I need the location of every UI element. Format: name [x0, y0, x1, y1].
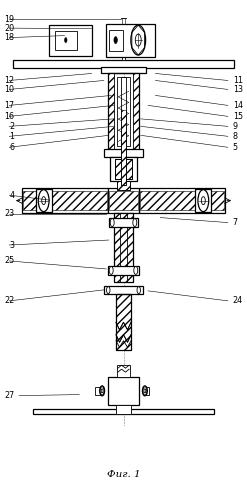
Bar	[145, 387, 149, 395]
Text: 8: 8	[233, 132, 238, 141]
Circle shape	[42, 196, 46, 204]
Bar	[122, 18, 125, 27]
Bar	[109, 218, 138, 227]
Bar	[110, 158, 137, 181]
Bar	[140, 188, 226, 213]
Bar	[115, 160, 132, 179]
Bar	[22, 191, 106, 210]
Text: 5: 5	[233, 143, 238, 152]
Bar	[120, 213, 127, 282]
Text: 27: 27	[4, 391, 14, 400]
Bar	[55, 30, 77, 50]
Text: 25: 25	[4, 256, 14, 266]
Circle shape	[135, 34, 141, 46]
Bar	[141, 191, 225, 210]
Text: 4: 4	[9, 190, 14, 200]
Bar	[104, 286, 143, 294]
Bar	[95, 387, 100, 395]
Text: 9: 9	[233, 122, 238, 131]
Bar	[21, 188, 107, 213]
Circle shape	[198, 190, 209, 212]
Bar	[117, 181, 130, 190]
Text: 23: 23	[4, 209, 14, 218]
Bar	[117, 181, 130, 190]
Circle shape	[131, 25, 145, 55]
Bar	[49, 24, 92, 56]
Bar	[195, 189, 211, 212]
Bar	[122, 40, 125, 60]
Bar	[114, 213, 133, 282]
Circle shape	[109, 266, 113, 274]
Circle shape	[201, 196, 205, 204]
Circle shape	[64, 38, 67, 43]
Circle shape	[101, 389, 103, 393]
Text: 13: 13	[233, 85, 243, 94]
Bar	[107, 74, 140, 150]
Text: 18: 18	[4, 33, 14, 42]
Circle shape	[110, 218, 114, 226]
Circle shape	[134, 266, 138, 274]
Text: 7: 7	[233, 218, 238, 227]
Circle shape	[38, 190, 49, 212]
Text: 3: 3	[9, 240, 14, 250]
Circle shape	[100, 386, 104, 396]
Bar	[109, 30, 123, 50]
Bar	[36, 189, 52, 212]
Circle shape	[143, 386, 147, 396]
Bar	[104, 150, 143, 158]
Text: 1: 1	[9, 132, 14, 141]
Text: 12: 12	[4, 76, 14, 85]
Text: 24: 24	[233, 296, 243, 306]
Bar	[107, 74, 114, 150]
Bar	[116, 404, 131, 413]
Bar	[121, 110, 126, 185]
Text: 10: 10	[4, 85, 14, 94]
Bar	[115, 160, 132, 179]
Bar	[121, 78, 126, 185]
Circle shape	[137, 286, 141, 294]
Text: 20: 20	[4, 24, 14, 32]
Bar	[116, 294, 131, 350]
Bar	[107, 377, 140, 404]
Text: 2: 2	[9, 122, 14, 131]
Text: 6: 6	[9, 143, 14, 152]
Text: 19: 19	[4, 14, 14, 24]
Text: 15: 15	[233, 112, 243, 121]
Bar	[13, 60, 234, 68]
Circle shape	[144, 389, 146, 393]
Text: 11: 11	[233, 76, 243, 85]
Bar	[109, 191, 138, 210]
Bar	[107, 266, 140, 275]
Bar	[117, 364, 130, 377]
Circle shape	[106, 286, 110, 294]
Bar	[33, 408, 214, 414]
Bar	[117, 78, 130, 146]
Text: Фиг. 1: Фиг. 1	[107, 470, 140, 479]
Bar	[116, 294, 131, 350]
Bar	[106, 24, 155, 56]
Bar	[107, 188, 140, 213]
Bar	[133, 74, 140, 150]
Bar	[118, 27, 129, 40]
Bar	[102, 66, 145, 73]
Circle shape	[133, 218, 137, 226]
Text: 22: 22	[4, 296, 14, 306]
Text: 14: 14	[233, 101, 243, 110]
Bar	[114, 213, 133, 282]
Text: 16: 16	[4, 112, 14, 121]
Text: 17: 17	[4, 101, 14, 110]
Circle shape	[114, 36, 117, 44]
